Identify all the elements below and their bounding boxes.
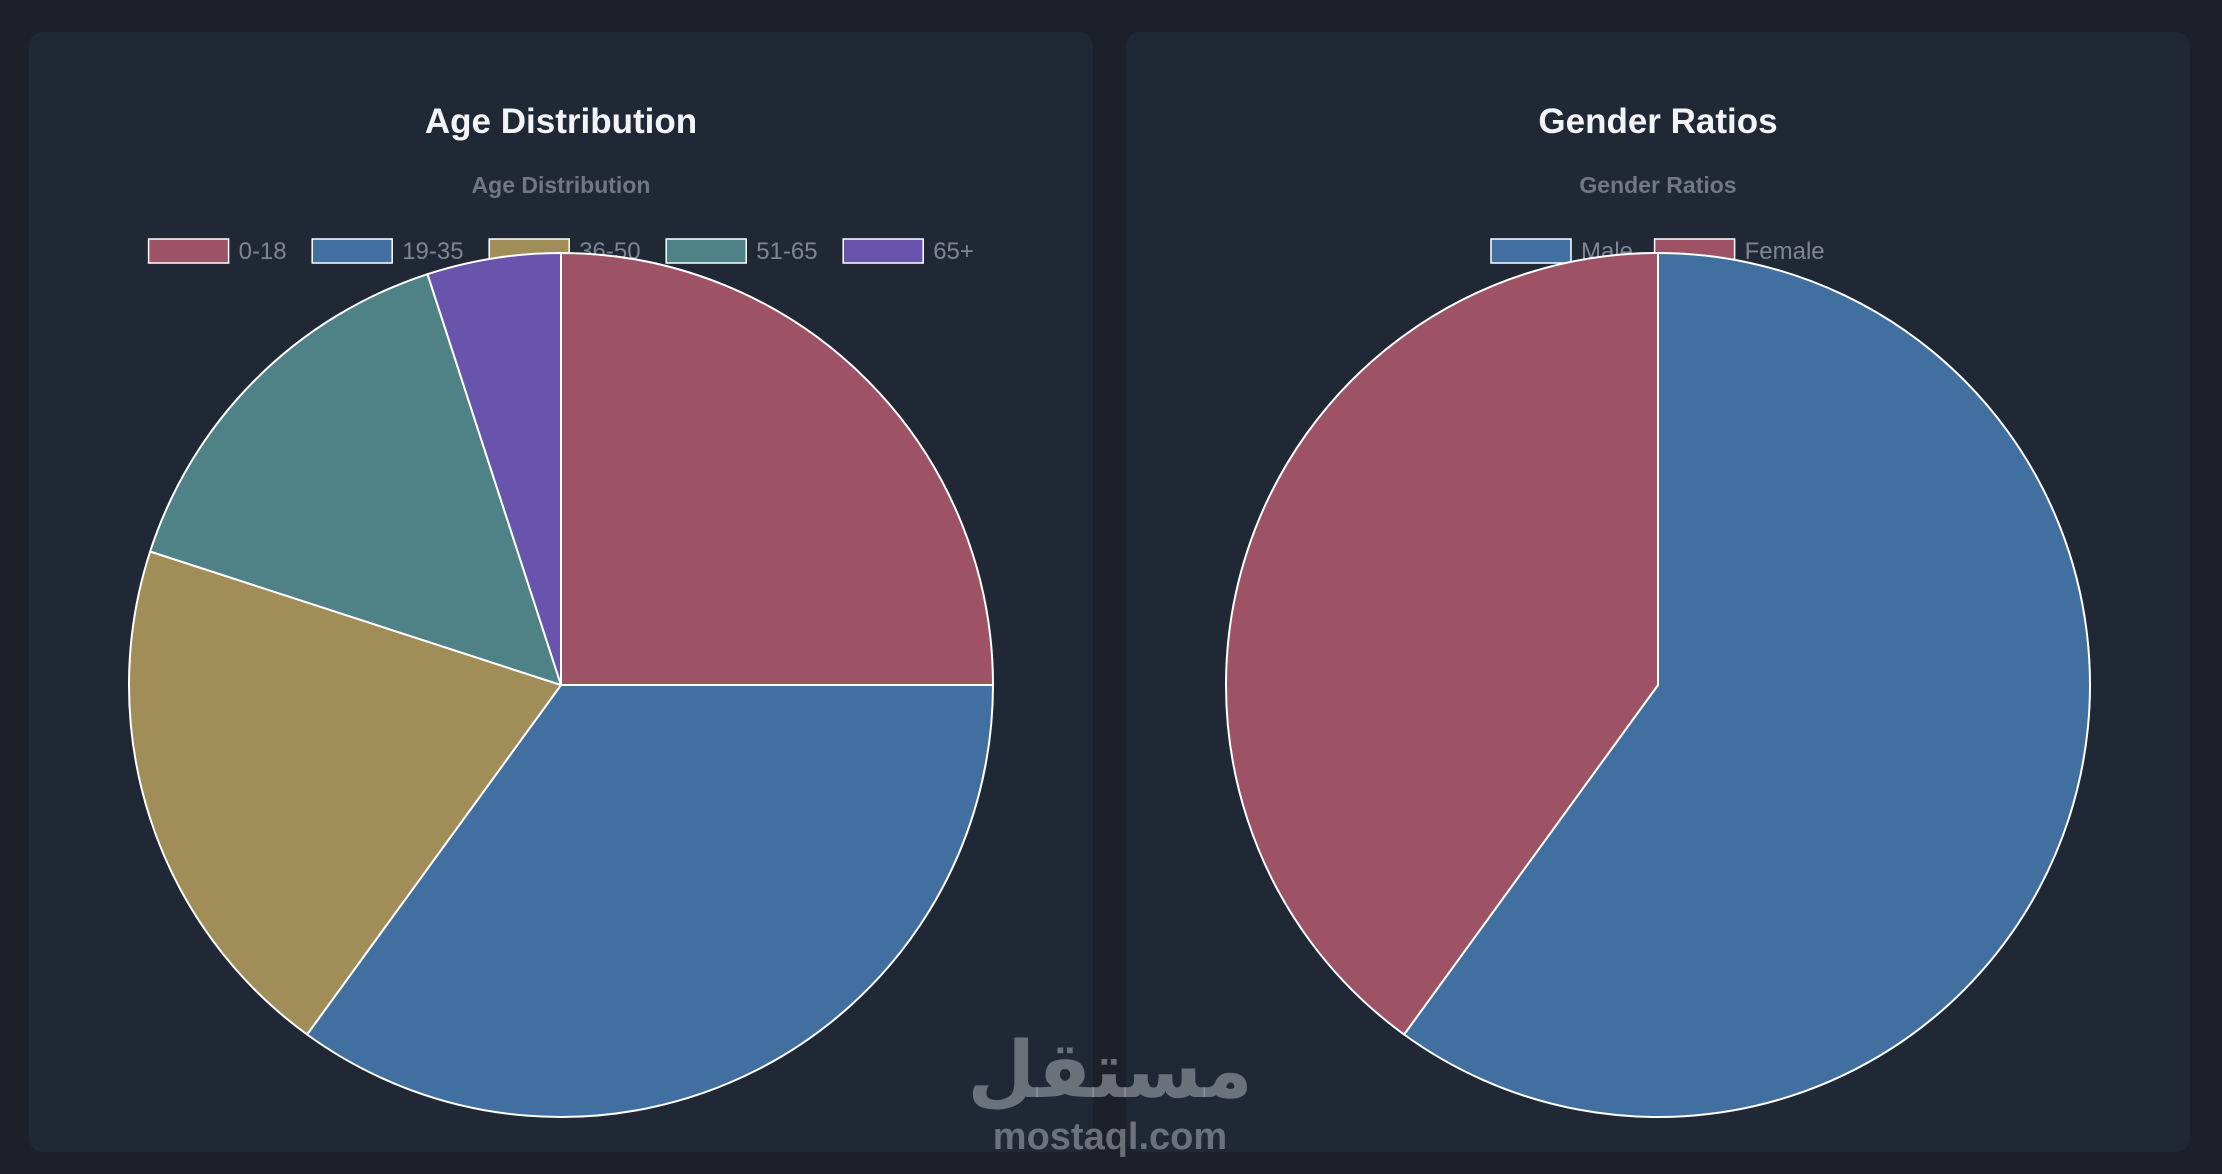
gender-ratios-title: Gender Ratios: [1538, 102, 1778, 141]
age-distribution-subtitle: Age Distribution: [472, 172, 651, 198]
age-distribution-legend-item-19-35[interactable]: 19-35: [311, 238, 464, 265]
age-distribution-slice-19-35[interactable]: [306, 684, 994, 1118]
gender-ratios-slice-male[interactable]: [1403, 252, 2091, 1118]
age-distribution-slice-65-plus[interactable]: [426, 252, 562, 686]
age-distribution-slice-51-65[interactable]: [149, 273, 562, 686]
age-distribution-legend-swatch-51-65: [665, 238, 747, 264]
gender-ratios-legend-swatch-male: [1490, 238, 1572, 264]
age-distribution-legend-label-65-plus: 65+: [933, 238, 974, 265]
age-distribution-legend-item-65-plus[interactable]: 65+: [842, 238, 974, 265]
age-distribution-legend-swatch-19-35: [311, 238, 393, 264]
age-distribution-legend-item-51-65[interactable]: 51-65: [665, 238, 818, 265]
age-distribution-slice-0-18[interactable]: [560, 252, 994, 686]
gender-ratios-legend-label-female: Female: [1745, 238, 1825, 265]
gender-ratios-card: Gender Ratios Gender Ratios Male Female: [1126, 32, 2190, 1152]
age-distribution-legend-swatch-0-18: [147, 238, 230, 264]
age-distribution-legend-item-0-18[interactable]: 0-18: [147, 238, 287, 265]
age-distribution-legend-label-19-35: 19-35: [402, 238, 463, 265]
age-distribution-legend-label-51-65: 51-65: [756, 238, 817, 265]
age-distribution-slice-36-50[interactable]: [127, 550, 562, 1036]
age-distribution-card: Age Distribution Age Distribution 0-18 19-…: [29, 32, 1093, 1152]
age-distribution-legend-swatch-65-plus: [842, 238, 924, 264]
age-distribution-legend-label-0-18: 0-18: [239, 238, 287, 265]
gender-ratios-subtitle: Gender Ratios: [1579, 172, 1736, 198]
gender-ratios-slice-female[interactable]: [1225, 252, 1659, 1036]
age-distribution-title: Age Distribution: [424, 102, 698, 141]
